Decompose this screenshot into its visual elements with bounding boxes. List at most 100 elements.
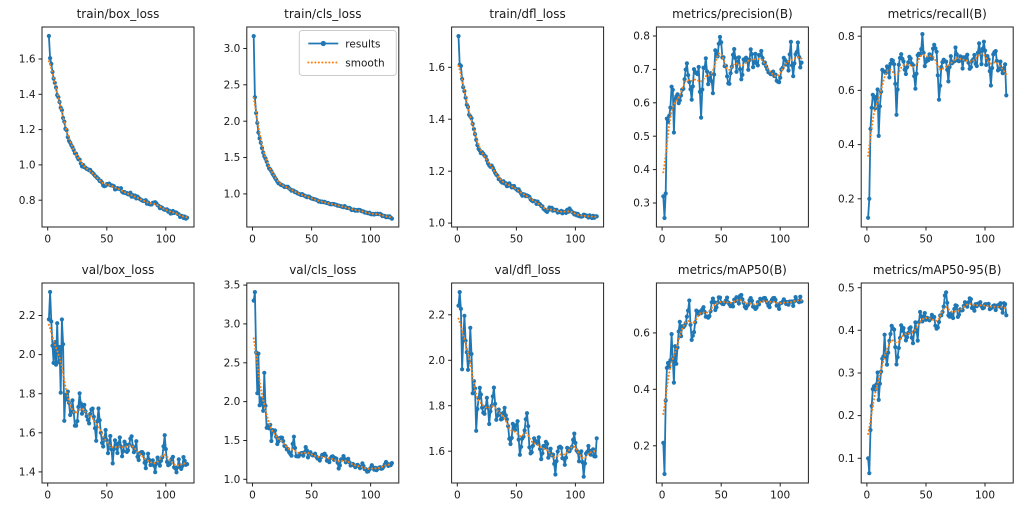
results-marker [706, 82, 711, 87]
axes-spines [860, 26, 1014, 228]
axes-spines [41, 282, 195, 484]
results-marker [304, 448, 309, 453]
results-marker [867, 471, 872, 476]
results-marker [874, 95, 879, 100]
results-marker [753, 51, 758, 56]
results-marker [688, 87, 693, 92]
results-marker [690, 84, 695, 89]
results-marker [153, 470, 158, 475]
y-tick-label: 3.0 [224, 319, 241, 331]
y-tick-label: 0.7 [633, 64, 650, 76]
results-marker [952, 306, 957, 312]
results-marker [948, 54, 953, 59]
results-marker [510, 421, 515, 426]
results-marker [85, 417, 90, 422]
results-marker [945, 67, 950, 72]
results-marker [134, 439, 139, 444]
smooth-line [867, 52, 1008, 157]
results-marker [982, 48, 988, 53]
results-marker [932, 42, 937, 47]
results-marker [76, 404, 81, 409]
results-marker [456, 34, 461, 39]
subplot-title: val/box_loss [82, 263, 155, 277]
results-marker [59, 317, 64, 322]
results-marker [548, 446, 553, 451]
results-marker [759, 48, 764, 54]
smooth-line [252, 337, 393, 470]
results-marker [936, 97, 942, 102]
x-tick-label: 50 [715, 490, 728, 502]
results-marker [707, 76, 712, 81]
results-marker [725, 295, 730, 300]
results-marker [529, 450, 534, 455]
results-marker [515, 419, 520, 424]
y-tick-label: 1.6 [428, 62, 445, 74]
results-marker [951, 315, 956, 321]
y-tick-label: 2.0 [428, 355, 445, 367]
results-marker [914, 71, 919, 76]
results-marker [896, 62, 901, 67]
y-tick-label: 1.4 [19, 467, 36, 479]
x-tick-label: 100 [361, 234, 381, 246]
results-marker [78, 401, 83, 406]
results-marker [289, 453, 294, 458]
results-marker [456, 303, 461, 308]
results-marker [477, 385, 482, 390]
results-marker [494, 417, 499, 422]
results-marker [954, 303, 959, 308]
results-marker [586, 443, 591, 449]
results-marker [504, 417, 509, 422]
results-marker [922, 64, 927, 69]
axes-spines [860, 282, 1014, 484]
results-marker [252, 290, 257, 295]
results-marker [482, 411, 487, 416]
results-marker [725, 74, 730, 79]
results-marker [777, 306, 782, 311]
results-marker [732, 47, 737, 52]
results-marker [733, 55, 738, 61]
results-marker [58, 390, 63, 395]
x-tick-label: 100 [770, 234, 790, 246]
results-marker [792, 61, 797, 66]
results-marker [115, 450, 120, 456]
subplot-title: val/dfl_loss [495, 263, 561, 277]
results-marker [798, 65, 803, 70]
results-marker [944, 290, 949, 295]
results-marker [480, 405, 485, 410]
results-marker [527, 445, 532, 450]
results-marker [1004, 93, 1009, 98]
results-marker [458, 306, 463, 311]
results-marker [751, 65, 756, 70]
results-marker [946, 79, 951, 84]
results-marker [573, 440, 578, 445]
results-marker [909, 335, 914, 340]
results-marker [1004, 313, 1009, 318]
results-marker [791, 74, 796, 79]
results-marker [890, 58, 896, 63]
results-marker [254, 110, 259, 116]
y-tick-label: 0.8 [19, 195, 36, 207]
results-marker [682, 77, 687, 82]
results-marker [1003, 62, 1008, 67]
results-marker [701, 305, 706, 310]
results-marker [988, 83, 994, 88]
axes-spines [246, 26, 400, 228]
results-marker [869, 105, 874, 110]
y-tick-label: 0.8 [838, 31, 855, 43]
results-marker [661, 194, 666, 199]
results-marker [700, 87, 705, 92]
results-marker [998, 59, 1003, 64]
results-marker [919, 47, 924, 52]
results-marker [933, 46, 938, 51]
results-marker [669, 332, 674, 337]
y-tick-label: 1.4 [19, 89, 36, 101]
results-marker [990, 65, 995, 71]
y-tick-label: 2.0 [224, 116, 241, 128]
results-marker [993, 49, 998, 54]
results-marker [663, 191, 668, 196]
results-marker [70, 398, 75, 403]
results-marker [136, 457, 141, 463]
y-tick-label: 0.6 [633, 328, 650, 340]
results-marker [552, 461, 557, 466]
results-marker [469, 351, 474, 357]
